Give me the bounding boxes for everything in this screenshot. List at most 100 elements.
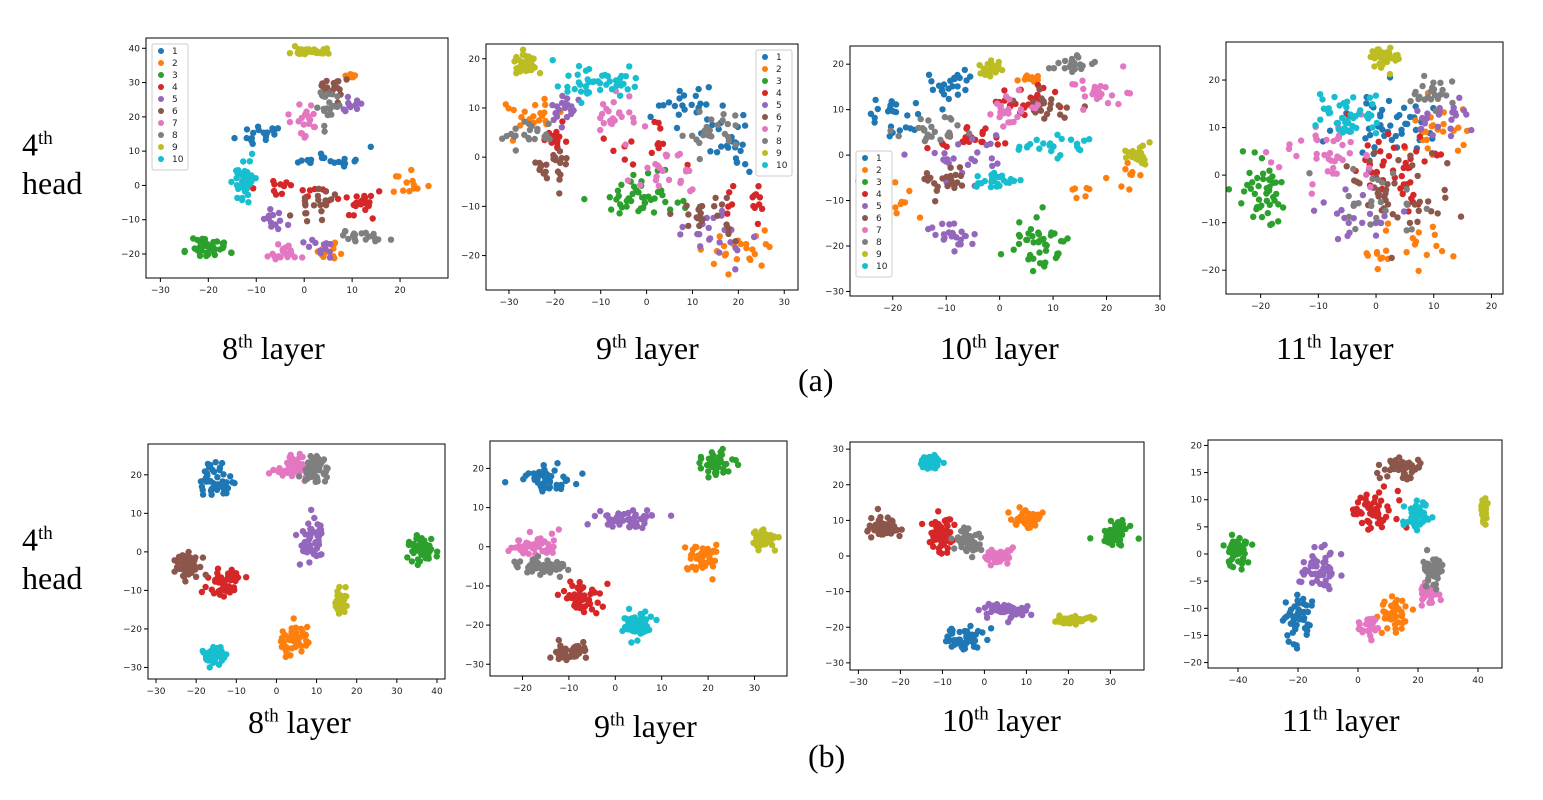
scatter-point-class-7 xyxy=(523,544,530,551)
scatter-point-class-3 xyxy=(1250,213,1257,220)
scatter-point-class-10 xyxy=(571,85,578,93)
scatter-point-class-2 xyxy=(1399,597,1406,604)
legend-marker xyxy=(862,167,868,173)
caption-suffix: th xyxy=(238,331,253,353)
legend-marker xyxy=(762,78,768,84)
scatter-point-class-2 xyxy=(1440,128,1447,135)
legend-marker xyxy=(158,156,164,162)
scatter-point-class-2 xyxy=(1126,186,1133,193)
scatter-point-class-2 xyxy=(293,634,301,641)
scatter-point-class-8 xyxy=(1423,546,1431,554)
scatter-point-class-3 xyxy=(638,194,646,201)
scatter-point-class-6 xyxy=(547,654,554,661)
scatter-point-class-1 xyxy=(872,96,879,104)
scatter-point-class-4 xyxy=(1384,503,1391,510)
scatter-point-class-2 xyxy=(1122,166,1129,173)
scatter-point-class-6 xyxy=(1411,201,1419,208)
scatter-point-class-2 xyxy=(1118,183,1125,190)
scatter-point-class-10 xyxy=(974,173,981,180)
scatter-point-class-1 xyxy=(229,479,236,486)
scatter-point-class-3 xyxy=(1024,236,1031,244)
scatter-point-class-10 xyxy=(644,626,652,633)
scatter-point-class-1 xyxy=(557,481,565,489)
scatter-point-class-4 xyxy=(994,141,1001,148)
scatter-point-class-3 xyxy=(1030,255,1037,262)
scatter-point-class-5 xyxy=(275,225,282,233)
scatter-point-class-1 xyxy=(692,92,699,100)
scatter-point-class-8 xyxy=(528,122,535,130)
scatter-point-class-1 xyxy=(967,637,974,644)
scatter-point-class-8 xyxy=(365,233,373,240)
scatter-point-class-8 xyxy=(925,117,932,124)
scatter-point-class-8 xyxy=(703,123,710,131)
scatter-point-class-4 xyxy=(1385,152,1393,160)
scatter-point-class-4 xyxy=(1399,190,1406,198)
scatter-point-class-7 xyxy=(1014,113,1021,121)
scatter-point-class-1 xyxy=(317,150,325,157)
scatter-point-class-5 xyxy=(311,514,318,522)
scatter-point-class-5 xyxy=(716,239,723,246)
scatter-point-class-7 xyxy=(300,121,307,128)
scatter-point-class-7 xyxy=(652,177,660,184)
scatter-point-class-10 xyxy=(1368,112,1375,119)
scatter-point-class-5 xyxy=(292,531,300,539)
scatter-point-class-2 xyxy=(1398,608,1405,615)
x-tick-label: −20 xyxy=(1251,302,1270,312)
scatter-point-class-4 xyxy=(271,181,278,188)
scatter-point-class-7 xyxy=(287,451,294,459)
y-tick-label: 0 xyxy=(1214,171,1220,181)
scatter-point-class-10 xyxy=(1420,517,1427,524)
scatter-point-class-5 xyxy=(627,519,635,526)
scatter-point-class-8 xyxy=(1407,98,1414,105)
scatter-point-class-5 xyxy=(1310,207,1318,214)
scatter-point-class-1 xyxy=(718,143,725,150)
scatter-point-class-8 xyxy=(1377,198,1385,206)
y-tick-label: −10 xyxy=(123,586,142,596)
scatter-point-class-3 xyxy=(1238,566,1245,573)
scatter-point-class-6 xyxy=(883,527,890,535)
scatter-point-class-6 xyxy=(952,171,959,179)
scatter-point-class-2 xyxy=(916,214,924,221)
scatter-point-class-10 xyxy=(575,79,582,86)
x-tick-label: −10 xyxy=(227,687,246,697)
scatter-point-class-4 xyxy=(938,535,945,542)
scatter-point-class-3 xyxy=(732,457,739,464)
scatter-point-class-5 xyxy=(300,239,307,246)
scatter-point-class-4 xyxy=(1398,172,1405,180)
scatter-point-class-8 xyxy=(1045,65,1053,72)
scatter-point-class-2 xyxy=(532,101,539,109)
scatter-point-class-9 xyxy=(1135,156,1142,164)
scatter-point-class-1 xyxy=(553,481,560,489)
scatter-point-class-2 xyxy=(392,173,400,180)
scatter-point-class-9 xyxy=(753,542,760,549)
scatter-point-class-6 xyxy=(191,557,198,564)
scatter-point-class-8 xyxy=(324,111,331,119)
scatter-point-class-7 xyxy=(1329,170,1337,177)
scatter-point-class-5 xyxy=(296,561,304,568)
scatter-point-class-8 xyxy=(967,533,974,540)
scatter-point-class-5 xyxy=(316,527,323,534)
caption-b-9: 9th layer xyxy=(594,708,697,745)
scatter-point-class-6 xyxy=(557,642,564,649)
scatter-point-class-6 xyxy=(1417,460,1424,467)
scatter-point-class-4 xyxy=(600,135,607,142)
scatter-point-class-6 xyxy=(875,523,883,530)
legend-label: 2 xyxy=(876,166,882,176)
scatter-point-class-10 xyxy=(920,454,927,462)
scatter-point-class-6 xyxy=(683,202,690,209)
scatter-point-class-2 xyxy=(689,563,696,570)
scatter-point-class-6 xyxy=(944,182,951,190)
legend-marker xyxy=(762,114,768,120)
scatter-point-class-1 xyxy=(680,92,688,99)
scatter-point-class-7 xyxy=(1425,588,1433,595)
y-tick-label: 0 xyxy=(838,552,844,562)
scatter-point-class-7 xyxy=(516,543,523,550)
scatter-point-class-4 xyxy=(1357,508,1364,516)
scatter-point-class-5 xyxy=(1434,123,1442,130)
scatter-point-class-9 xyxy=(1063,616,1071,623)
scatter-point-class-4 xyxy=(306,187,314,194)
scatter-point-class-5 xyxy=(317,250,324,257)
scatter-point-class-6 xyxy=(874,505,882,513)
scatter-point-class-6 xyxy=(732,238,739,245)
